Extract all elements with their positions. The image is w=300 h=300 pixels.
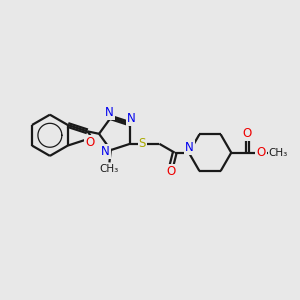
Text: N: N bbox=[105, 106, 114, 119]
Text: N: N bbox=[185, 141, 194, 154]
Text: N: N bbox=[101, 145, 110, 158]
Text: CH₃: CH₃ bbox=[268, 148, 288, 158]
Text: O: O bbox=[256, 146, 266, 159]
Text: S: S bbox=[139, 137, 146, 150]
Text: CH₃: CH₃ bbox=[100, 164, 119, 174]
Text: O: O bbox=[243, 127, 252, 140]
Text: O: O bbox=[85, 136, 94, 149]
Text: O: O bbox=[167, 165, 176, 178]
Text: N: N bbox=[127, 112, 136, 125]
